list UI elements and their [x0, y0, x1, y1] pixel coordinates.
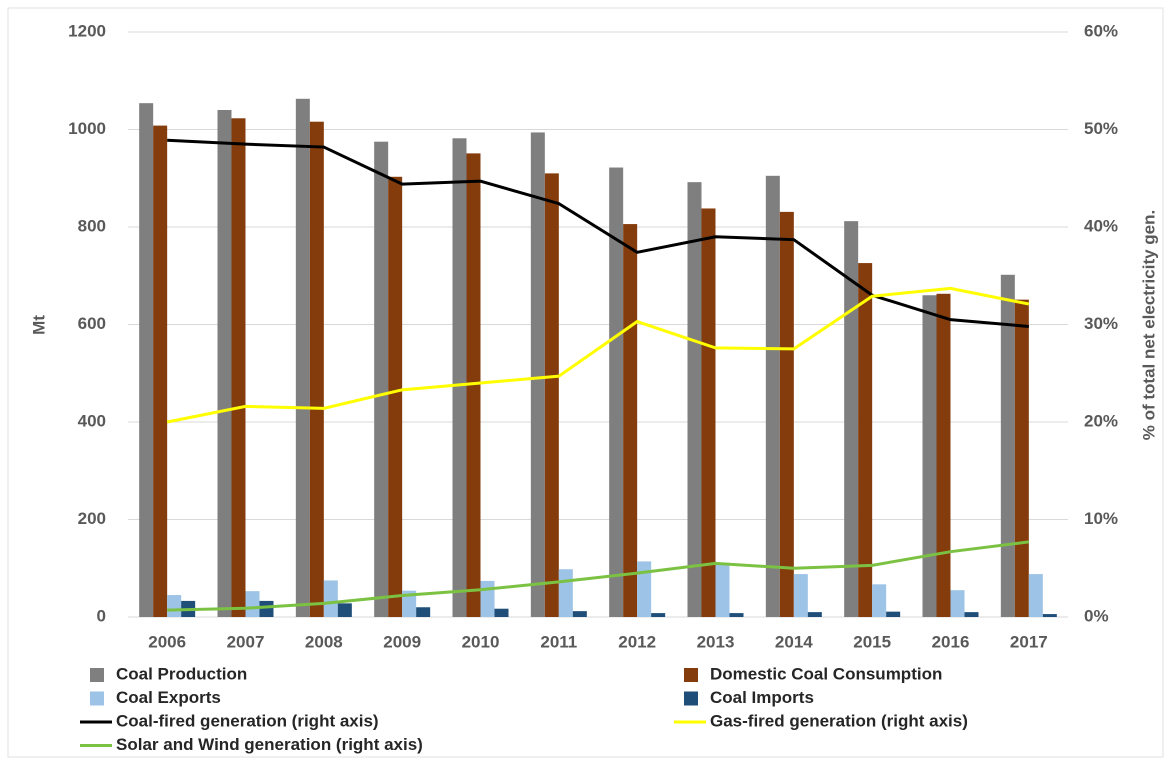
bar [402, 590, 417, 617]
bar [950, 590, 965, 617]
bar [936, 293, 951, 617]
bar [922, 295, 937, 617]
bar [544, 173, 559, 617]
line-series [167, 138, 1029, 328]
line-series [166, 286, 1030, 424]
y-tick-label: 1200 [68, 21, 106, 40]
bar [309, 121, 324, 617]
bar [637, 561, 652, 617]
legend-swatch [90, 691, 104, 706]
bar [715, 564, 730, 617]
bar [337, 603, 352, 617]
x-tick-label: 2006 [148, 632, 186, 651]
y2-tick-label: 20% [1084, 411, 1118, 430]
legend-swatch [684, 668, 698, 682]
x-tick-label: 2011 [540, 632, 577, 651]
y-tick-label: 200 [78, 509, 106, 528]
bar [480, 580, 495, 617]
bar [452, 138, 467, 617]
bar [217, 110, 232, 617]
y2-tick-label: 40% [1084, 216, 1118, 235]
legend-swatch [90, 668, 104, 682]
x-tick-label: 2007 [227, 632, 265, 651]
legend-label: Solar and Wind generation (right axis) [116, 735, 423, 754]
bar [466, 153, 481, 617]
y2-tick-label: 50% [1084, 119, 1118, 138]
bar [494, 608, 509, 617]
bar [245, 591, 260, 617]
y-tick-label: 800 [78, 216, 106, 235]
bar [765, 175, 780, 617]
bar [701, 208, 716, 617]
bar [530, 132, 545, 618]
bar [844, 221, 859, 617]
y-tick-label: 400 [78, 411, 106, 430]
x-tick-label: 2016 [932, 632, 970, 651]
bar [793, 574, 808, 617]
bar [558, 569, 573, 617]
bar [729, 613, 744, 617]
bar [886, 611, 901, 617]
bar [687, 182, 702, 617]
bar [1000, 274, 1015, 617]
y2-tick-label: 10% [1084, 509, 1118, 528]
bar [167, 595, 182, 617]
bar [388, 176, 403, 617]
legend-label: Gas-fired generation (right axis) [710, 711, 968, 730]
y2-tick-label: 30% [1084, 314, 1118, 333]
x-tick-label: 2017 [1010, 632, 1048, 651]
y2-axis-title: % of total net electricity gen. [1139, 210, 1158, 441]
legend-label: Coal Production [116, 664, 247, 683]
legend-label: Domestic Coal Consumption [710, 664, 942, 683]
y-tick-label: 600 [78, 314, 106, 333]
legend-swatch [684, 691, 698, 706]
x-tick-label: 2009 [383, 632, 421, 651]
legend-label: Coal Exports [116, 688, 221, 707]
bar [259, 600, 274, 617]
chart-border [7, 7, 1164, 758]
x-tick-label: 2010 [462, 632, 500, 651]
bar [1014, 299, 1029, 617]
line-series [167, 540, 1030, 612]
bar [1028, 574, 1043, 617]
x-tick-label: 2015 [853, 632, 891, 651]
bar [374, 141, 389, 617]
x-tick-label: 2013 [697, 632, 735, 651]
bar [964, 612, 979, 617]
bar [807, 612, 822, 617]
bar [858, 263, 873, 617]
bar [295, 98, 310, 618]
bar [623, 224, 638, 617]
bar [651, 613, 666, 617]
legend-label: Coal-fired generation (right axis) [116, 711, 379, 730]
x-tick-label: 2008 [305, 632, 343, 651]
bar [231, 118, 246, 617]
y-axis-title: Mt [29, 315, 48, 335]
bar [153, 125, 168, 617]
y-tick-label: 0 [97, 606, 106, 625]
bar [1042, 614, 1057, 617]
y2-tick-label: 60% [1084, 21, 1118, 40]
bar [779, 211, 794, 617]
bar [572, 611, 587, 617]
x-tick-label: 2014 [775, 632, 813, 651]
x-tick-label: 2012 [618, 632, 656, 651]
y2-tick-label: 0% [1084, 606, 1109, 625]
bar [416, 607, 431, 617]
bar [609, 167, 624, 617]
bar [323, 580, 338, 617]
bar [872, 584, 887, 617]
y-tick-label: 1000 [68, 119, 106, 138]
legend-label: Coal Imports [710, 688, 814, 707]
bar [139, 103, 154, 618]
